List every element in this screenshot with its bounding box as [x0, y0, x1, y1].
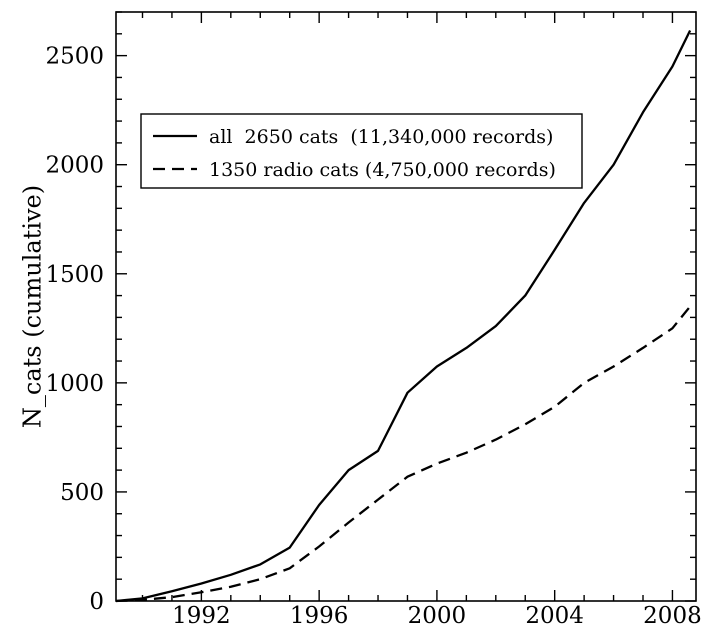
series-line-all [115, 29, 692, 603]
ticks-layer [116, 11, 696, 602]
labels-layer: 1992 1996 2000 2004 2008 0 500 1000 1500 2000 2500 [45, 44, 701, 629]
y-tick-label: 500 [60, 480, 104, 506]
legend-label: 1350 radio cats (4,750,000 records) [209, 159, 556, 181]
y-tick-label: 0 [89, 589, 104, 615]
x-tick-label: 2000 [408, 603, 467, 629]
y-axis-title: N_cats (cumulative) [19, 185, 47, 428]
y-tick-label: 2500 [45, 44, 104, 70]
y-tick-label: 1000 [45, 371, 104, 397]
series-layer [115, 29, 692, 603]
legend-label: all 2650 cats (11,340,000 records) [209, 126, 553, 148]
plot-frame [115, 11, 697, 602]
legend: all 2650 cats (11,340,000 records) 1350 r… [140, 113, 583, 189]
series-line-radio [115, 305, 691, 603]
legend-box [140, 113, 583, 189]
x-tick-label: 2008 [643, 603, 702, 629]
y-tick-label: 1500 [45, 262, 104, 288]
y-tick-label: 2000 [45, 153, 104, 179]
x-tick-label: 1996 [290, 603, 349, 629]
x-tick-label: 1992 [172, 603, 231, 629]
x-tick-label: 2004 [525, 603, 584, 629]
